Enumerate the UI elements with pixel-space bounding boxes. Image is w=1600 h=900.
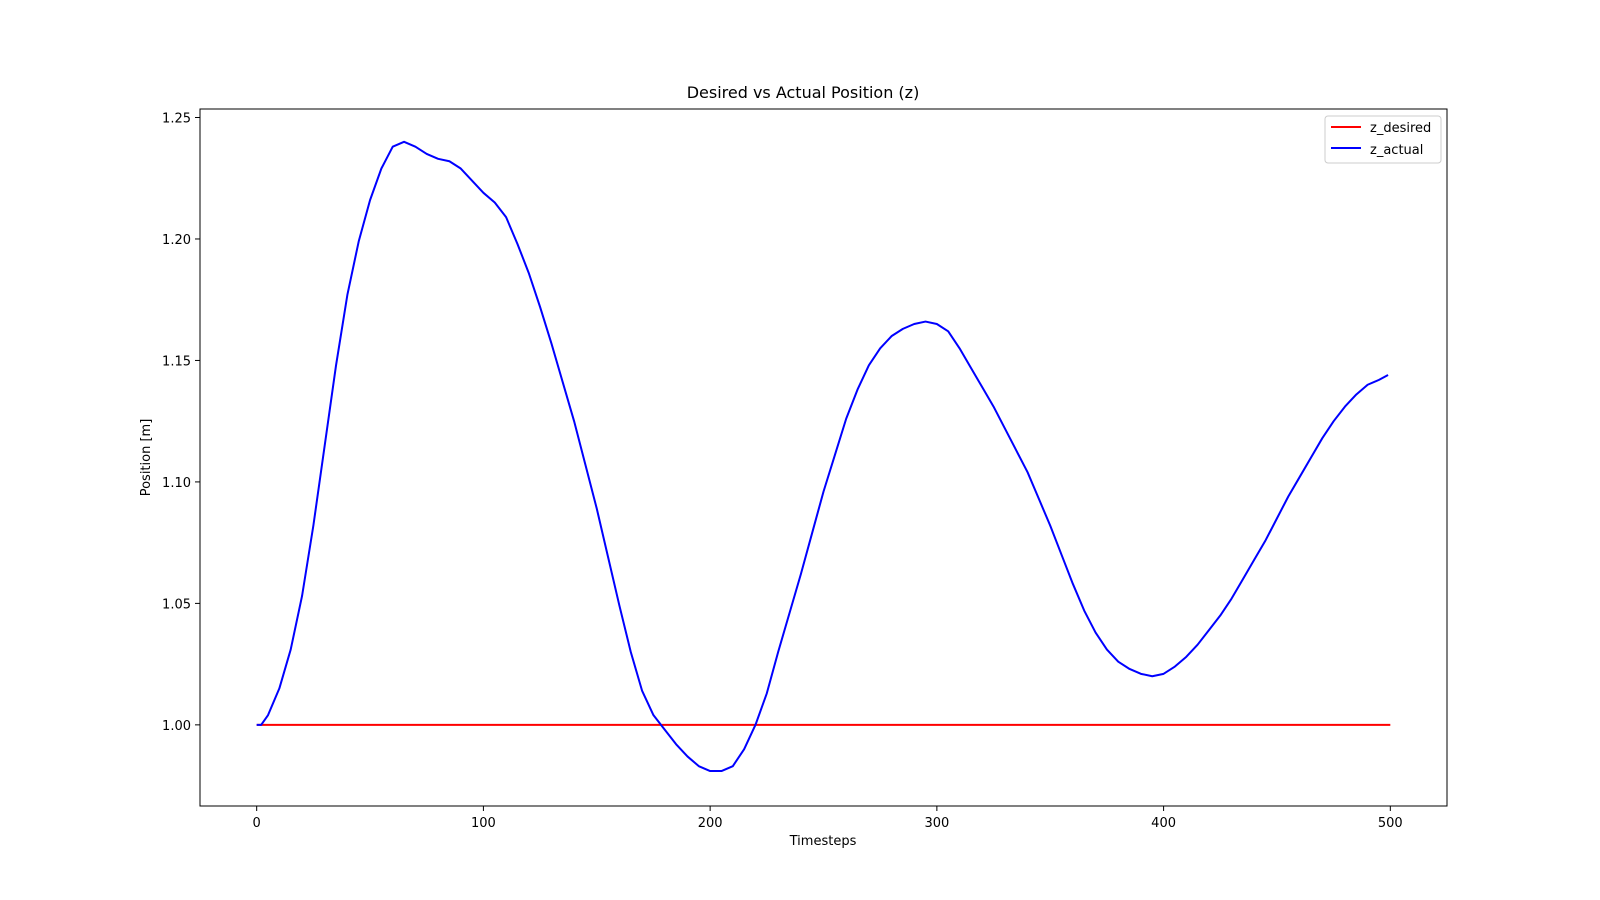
chart-title: Desired vs Actual Position (z) — [687, 83, 920, 102]
y-tick-label: 1.25 — [162, 112, 191, 127]
legend-label-z-actual: z_actual — [1370, 143, 1423, 158]
plot-frame — [199, 108, 1448, 807]
x-tick-label: 0 — [253, 816, 261, 831]
y-tick-label: 1.20 — [162, 233, 191, 248]
y-tick-label: 1.15 — [162, 354, 191, 369]
y-tick-label: 1.05 — [162, 597, 191, 612]
y-tick-label: 1.00 — [162, 719, 191, 734]
x-tick-label: 500 — [1378, 816, 1403, 831]
x-tick-label: 300 — [924, 816, 949, 831]
x-tick-label: 100 — [471, 816, 496, 831]
x-tick-label: 200 — [698, 816, 723, 831]
y-tick-label: 1.10 — [162, 476, 191, 491]
x-axis: 0 100 200 300 400 500 — [253, 806, 1403, 831]
series-line-z-actual — [256, 140, 1389, 773]
legend-label-z-desired: z_desired — [1370, 121, 1431, 136]
x-tick-label: 400 — [1151, 816, 1176, 831]
legend: z_desired z_actual — [1324, 115, 1442, 164]
x-axis-label: Timesteps — [789, 834, 857, 849]
series-layer — [256, 140, 1391, 773]
y-axis-label: Position [m] — [139, 419, 154, 497]
plot-area — [199, 108, 1448, 807]
y-axis: 1.00 1.05 1.10 1.15 1.20 1.25 — [162, 112, 200, 734]
